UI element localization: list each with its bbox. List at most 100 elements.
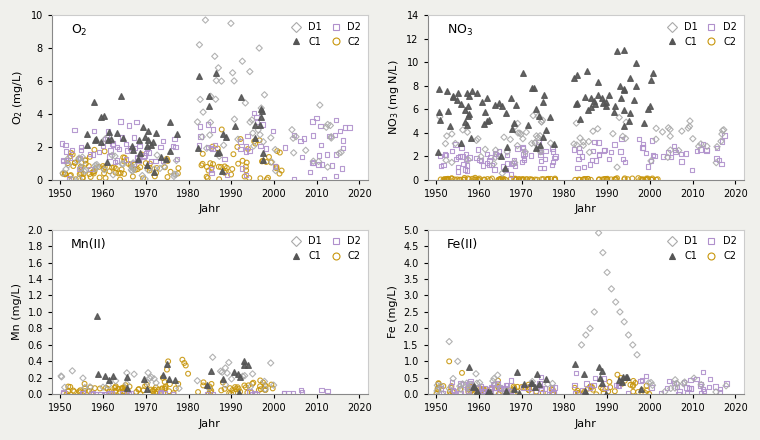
- Point: [531, 370, 543, 377]
- Point: [173, 385, 185, 392]
- Point: [197, 382, 209, 389]
- Point: [527, 385, 539, 392]
- Point: [505, 171, 517, 178]
- Point: [164, 147, 176, 154]
- Point: [526, 140, 538, 147]
- Point: [93, 149, 105, 156]
- Point: [695, 146, 707, 153]
- Point: [533, 139, 545, 146]
- Point: [597, 385, 609, 392]
- Point: [230, 385, 242, 392]
- Point: [488, 375, 500, 382]
- Point: [255, 106, 268, 113]
- Point: [264, 134, 277, 141]
- Point: [676, 158, 688, 165]
- Point: [475, 157, 487, 164]
- Point: [137, 175, 149, 182]
- Point: [432, 380, 445, 387]
- Point: [471, 388, 483, 395]
- Point: [720, 380, 733, 387]
- Point: [607, 109, 619, 116]
- Point: [110, 387, 122, 394]
- Point: [142, 166, 154, 173]
- Point: [169, 136, 181, 143]
- Point: [106, 164, 118, 171]
- Point: [68, 159, 81, 166]
- Point: [139, 383, 151, 390]
- Point: [458, 174, 470, 181]
- Point: [593, 176, 605, 183]
- Point: [117, 135, 129, 142]
- Point: [194, 96, 206, 103]
- Point: [171, 156, 183, 163]
- Point: [75, 170, 87, 177]
- Point: [529, 383, 541, 390]
- Point: [233, 390, 245, 397]
- Point: [83, 388, 95, 395]
- Point: [470, 155, 483, 162]
- Point: [157, 371, 169, 378]
- Point: [60, 148, 72, 155]
- Point: [580, 331, 592, 338]
- Point: [537, 99, 549, 106]
- Point: [513, 176, 525, 183]
- Point: [122, 161, 135, 168]
- Point: [525, 389, 537, 396]
- Point: [225, 20, 237, 27]
- Point: [446, 147, 458, 154]
- Point: [601, 176, 613, 183]
- Point: [287, 135, 299, 142]
- Point: [294, 137, 306, 144]
- Point: [459, 119, 471, 126]
- Point: [59, 171, 71, 178]
- Point: [330, 172, 342, 180]
- Point: [103, 128, 115, 136]
- Point: [205, 166, 217, 173]
- Point: [587, 97, 600, 104]
- Point: [489, 101, 501, 108]
- Point: [571, 141, 583, 148]
- Point: [509, 163, 521, 170]
- Point: [459, 106, 471, 114]
- Point: [67, 162, 79, 169]
- Point: [713, 157, 725, 164]
- Point: [581, 176, 594, 183]
- Point: [438, 161, 450, 169]
- Point: [472, 391, 484, 398]
- Point: [118, 158, 130, 165]
- Point: [66, 367, 78, 374]
- Point: [528, 84, 540, 92]
- Point: [694, 380, 706, 387]
- Point: [58, 157, 70, 164]
- Point: [483, 385, 496, 392]
- Point: [489, 389, 502, 396]
- Point: [65, 172, 77, 179]
- Point: [472, 146, 484, 153]
- Point: [201, 163, 213, 170]
- Point: [227, 150, 239, 158]
- Point: [80, 167, 92, 174]
- Point: [457, 153, 469, 160]
- Point: [468, 390, 480, 397]
- Point: [482, 389, 494, 396]
- Point: [157, 138, 169, 145]
- Point: [209, 141, 221, 148]
- Point: [575, 153, 587, 160]
- Point: [637, 144, 649, 151]
- Point: [511, 383, 524, 390]
- Point: [140, 160, 152, 167]
- Point: [532, 113, 544, 120]
- Point: [157, 374, 169, 381]
- Point: [678, 379, 690, 386]
- Point: [636, 144, 648, 151]
- Point: [480, 385, 492, 392]
- Point: [717, 126, 730, 133]
- Point: [135, 391, 147, 398]
- Point: [461, 162, 473, 169]
- Point: [489, 384, 501, 391]
- Point: [244, 68, 256, 75]
- Point: [611, 164, 623, 171]
- Point: [115, 118, 127, 125]
- Point: [664, 126, 676, 133]
- Point: [90, 135, 102, 142]
